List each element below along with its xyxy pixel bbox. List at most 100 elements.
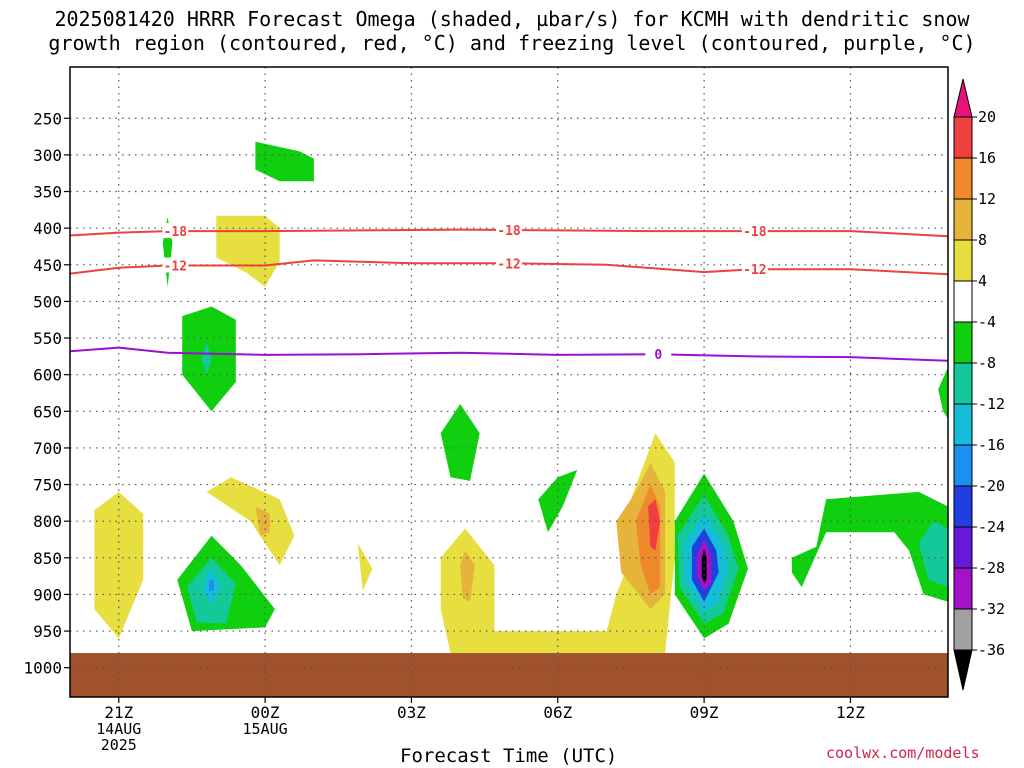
omega-region: [255, 141, 314, 182]
y-tick-label: 800: [33, 512, 62, 531]
contour-label: 0: [654, 348, 662, 363]
x-tick-label: 00Z: [251, 703, 280, 722]
y-tick-label: 350: [33, 183, 62, 202]
y-tick-label: 250: [33, 109, 62, 128]
omega-region: [440, 404, 480, 481]
y-tick-label: 650: [33, 402, 62, 421]
contour-line: [69, 346, 949, 362]
omega-region: [648, 499, 661, 551]
x-tick-label: 09Z: [690, 703, 719, 722]
chart-subtitle: growth region (contoured, red, °C) and f…: [48, 31, 976, 55]
x-tick-label: 14AUG: [96, 720, 141, 738]
contour-label: -18: [743, 225, 767, 240]
x-tick-label: 06Z: [543, 703, 572, 722]
colorbar-swatch: [953, 444, 973, 487]
contour-label-bg: [496, 221, 522, 237]
omega-region: [791, 491, 948, 602]
colorbar-label: -8: [978, 354, 996, 372]
contour-label: -12: [497, 257, 520, 272]
colorbar-label: -16: [978, 436, 1005, 454]
colorbar-swatch: [953, 198, 973, 241]
y-tick-label: 600: [33, 366, 62, 385]
colorbar-label: 4: [978, 272, 987, 290]
y-tick-label: 450: [33, 256, 62, 275]
axes: 250 300 350 400 450 500 550 600 650 700 750 800 850 9…: [23, 66, 949, 754]
x-tick-label: 15AUG: [243, 720, 288, 738]
colorbar-swatch: [953, 321, 973, 364]
contour-label: -18: [497, 224, 521, 239]
chart-title: 2025081420 HRRR Forecast Omega (shaded, …: [54, 7, 970, 31]
colorbar-swatch: [953, 239, 973, 282]
contour-label-bg: [162, 223, 189, 239]
y-tick-label: 750: [33, 476, 62, 495]
colorbar-swatch: [953, 526, 973, 569]
contour-label: -18: [164, 225, 188, 240]
colorbar-swatch: [953, 280, 973, 323]
colorbar-label: -12: [978, 395, 1005, 413]
y-tick-label: 1000: [23, 659, 62, 678]
omega-region: [918, 521, 948, 588]
y-tick-label: 850: [33, 549, 62, 568]
credit-link[interactable]: coolwx.com/models: [826, 744, 980, 762]
colorbar-label: 20: [978, 108, 996, 126]
omega-region: [94, 491, 144, 639]
colorbar-label: -24: [978, 518, 1005, 536]
x-tick-label: 12Z: [836, 703, 865, 722]
omega-region: [201, 341, 212, 375]
colorbar-label: -4: [978, 313, 996, 331]
omega-region: [209, 579, 214, 591]
colorbar-cap-top: [953, 78, 973, 118]
colorbar-swatch: [953, 403, 973, 446]
y-tick-label: 950: [33, 622, 62, 641]
y-tick-label: 700: [33, 439, 62, 458]
omega-region: [440, 433, 675, 653]
x-tick-label: 03Z: [397, 703, 426, 722]
contour-label-bg: [645, 346, 672, 362]
contour-label-bg: [162, 257, 189, 273]
colorbar-label: 12: [978, 190, 996, 208]
colorbar-swatch: [953, 362, 973, 405]
omega-region: [216, 215, 280, 287]
contour-label-bg: [741, 261, 768, 277]
x-tick-label: 2025: [101, 736, 137, 754]
colorbar: 20 16 12 8 4 -4 -8 -12 -16 -20 -24 -28 -32 -36: [953, 78, 1005, 691]
contour-label: -12: [743, 263, 766, 278]
colorbar-label: -28: [978, 559, 1005, 577]
contour-line: [69, 228, 949, 238]
y-tick-label: 300: [33, 146, 62, 165]
omega-region: [255, 506, 270, 536]
colorbar-swatch: [953, 116, 973, 159]
omega-region: [938, 367, 948, 419]
colorbar-label: -36: [978, 641, 1005, 659]
omega-shaded-regions: [94, 141, 948, 653]
contour-label-bg: [496, 255, 522, 271]
colorbar-label: -20: [978, 477, 1005, 495]
terrain-layer: [70, 653, 948, 697]
y-tick-label: 500: [33, 292, 62, 311]
contour-label-bg: [741, 223, 768, 239]
omega-region: [460, 550, 475, 602]
omega-region: [701, 549, 707, 584]
contour-line: [69, 259, 949, 276]
y-tick-label: 550: [33, 329, 62, 348]
terrain-fill: [70, 653, 948, 697]
x-tick-label: 21Z: [104, 703, 133, 722]
omega-region: [206, 477, 295, 566]
colorbar-label: 16: [978, 149, 996, 167]
contour-lines: -18 -18 -18 -12 -12 -12 0: [69, 221, 949, 363]
contour-label: -12: [164, 260, 187, 275]
x-axis-title: Forecast Time (UTC): [400, 745, 618, 767]
omega-region: [357, 543, 373, 591]
colorbar-swatch: [953, 485, 973, 528]
colorbar-label: 8: [978, 231, 987, 249]
colorbar-swatch: [953, 157, 973, 200]
grid-lines: [70, 67, 948, 697]
colorbar-swatch: [953, 608, 973, 651]
y-tick-label: 400: [33, 219, 62, 238]
plot-frame: [69, 66, 949, 698]
colorbar-label: -32: [978, 600, 1005, 618]
colorbar-cap-bottom: [953, 649, 973, 691]
omega-region: [538, 469, 578, 533]
y-tick-label: 900: [33, 585, 62, 604]
